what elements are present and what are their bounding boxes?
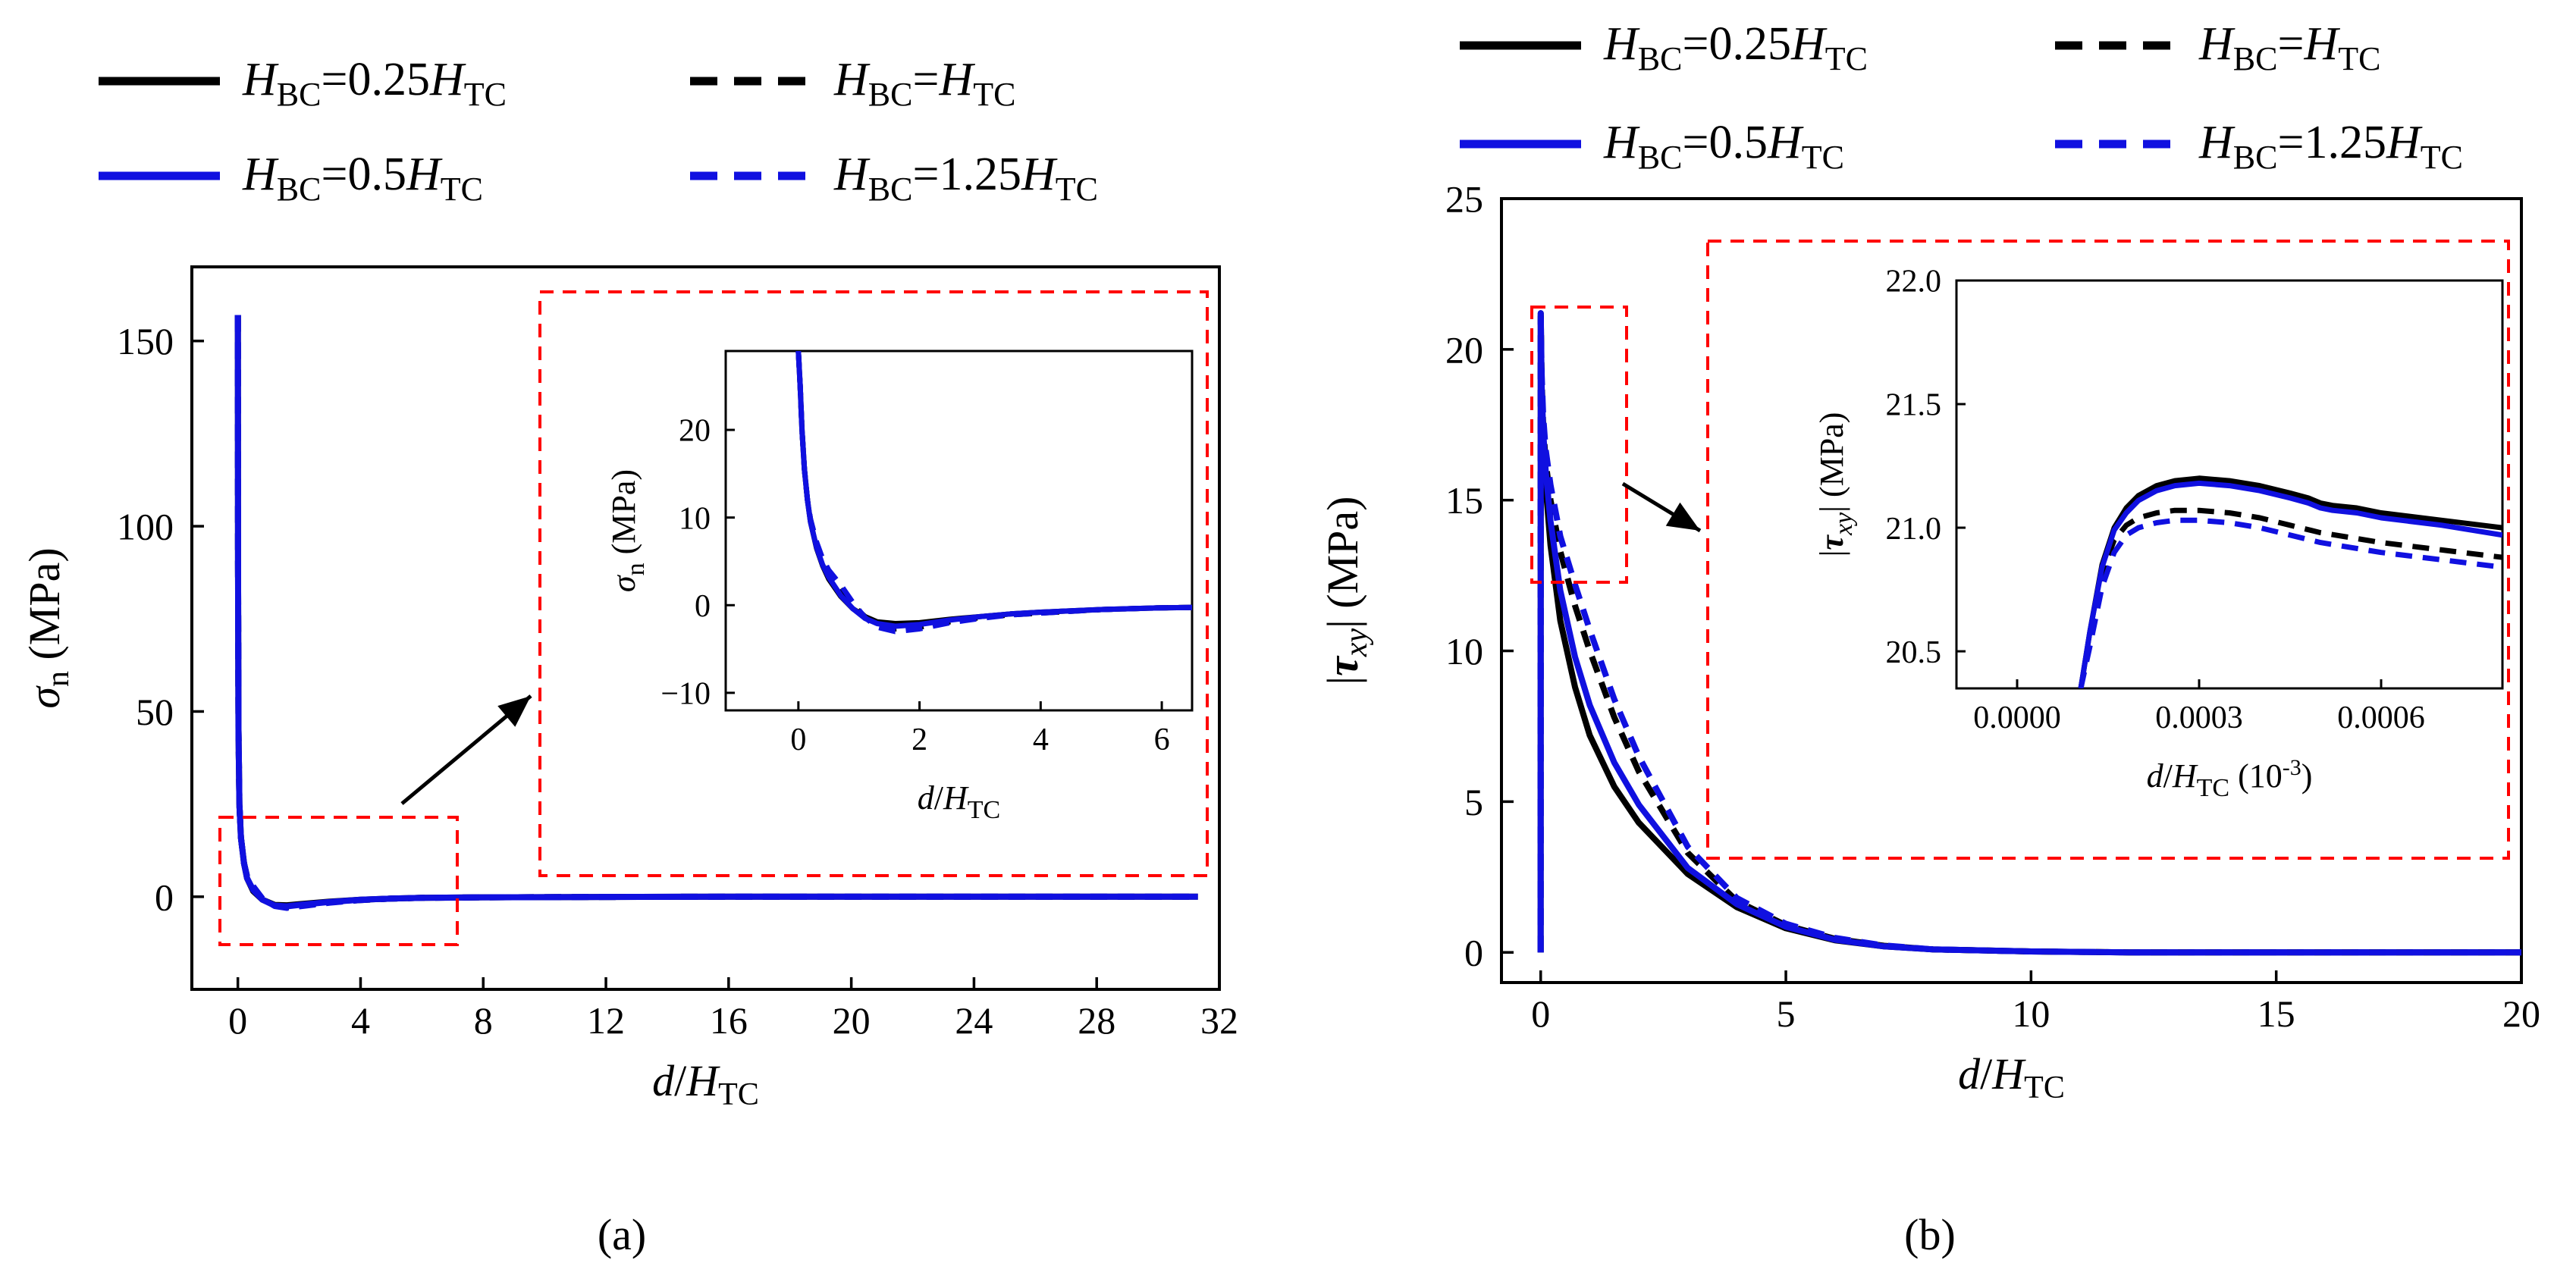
inset-frame-box — [538, 290, 1209, 877]
legend-a: HBC=0.25HTC HBC=HTC HBC=0.5HTC HBC=1.25HTC — [99, 54, 1098, 208]
y-tick-label: 150 — [117, 320, 174, 362]
y-tick-label: 10 — [1445, 630, 1483, 672]
x-tick-label: 15 — [2258, 992, 2295, 1035]
x-tick-label: 6 — [1154, 722, 1170, 757]
series-line — [795, 351, 1192, 635]
x-tick-label: 4 — [1033, 722, 1049, 757]
x-tick-label: 32 — [1200, 999, 1238, 1042]
legend-label: HBC=HTC — [833, 54, 1015, 113]
y-axis-label: |τxy| (MPa) — [1318, 497, 1374, 685]
inset-a: 0 2 4 6 −10 0 10 20 d/HTC σn (MPa) — [605, 349, 1194, 824]
plot-frame — [190, 265, 1221, 991]
y-tick-label: 25 — [1445, 178, 1483, 221]
x-tick-label: 20 — [2502, 992, 2540, 1035]
y-tick-label: 5 — [1464, 781, 1483, 823]
series-line — [2078, 480, 2502, 688]
series-line — [1537, 316, 2521, 956]
legend-item: HBC=0.25HTC — [1460, 18, 1868, 77]
y-tick-label: 0 — [1464, 932, 1483, 974]
x-tick-label: 8 — [474, 999, 493, 1042]
x-tick-label: 24 — [955, 999, 993, 1042]
legend-b: HBC=0.25HTC HBC=HTC HBC=0.5HTC HBC=1.25HTC — [1460, 18, 2463, 176]
inset-b: 0.0000 0.0003 0.0006 20.5 21.0 21.5 22.0 d/HTC … — [1813, 265, 2504, 802]
y-tick-label: 22.0 — [1886, 265, 1942, 299]
plot-frame — [1955, 279, 2504, 690]
legend-label: HBC=1.25HTC — [2198, 117, 2463, 176]
pointer-arrow-head — [497, 696, 531, 727]
y-axis-label: σn (MPa) — [605, 469, 650, 592]
caption-b: (b) — [1904, 1210, 1956, 1259]
y-tick-label: 20.5 — [1886, 635, 1942, 670]
x-tick-label: 0.0000 — [1973, 701, 2061, 735]
x-axis-label: d/HTC — [918, 779, 1000, 824]
y-tick-label: −10 — [660, 677, 711, 712]
x-tick-label: 28 — [1078, 999, 1115, 1042]
y-axis-label: σn (MPa) — [20, 547, 76, 708]
zoom-region-box — [1530, 306, 1628, 584]
plot-b: 0 5 10 15 20 0 5 10 15 20 25 d/HTC |τxy| (MPa) — [1318, 178, 2540, 1106]
legend-label: HBC=1.25HTC — [833, 149, 1098, 208]
pointer-arrow-head — [1665, 502, 1700, 531]
annotations-b — [1530, 240, 2510, 860]
x-axis-label: d/HTC — [1958, 1049, 2065, 1105]
x-tick-label: 4 — [351, 999, 370, 1042]
caption-a: (a) — [598, 1210, 646, 1259]
legend-label: HBC=0.25HTC — [1603, 18, 1868, 77]
y-tick-label: 10 — [679, 501, 711, 536]
y-axis-label: |τxy| (MPa) — [1813, 412, 1858, 557]
inset-background — [726, 351, 1192, 710]
y-tick-label: 21.5 — [1886, 388, 1942, 423]
x-tick-label: 10 — [2012, 992, 2050, 1035]
legend-label: HBC=0.25HTC — [242, 54, 507, 113]
legend-item: HBC=1.25HTC — [2055, 117, 2463, 176]
x-tick-label: 0.0006 — [2337, 701, 2425, 735]
x-tick-label: 20 — [833, 999, 871, 1042]
legend-label: HBC=HTC — [2198, 18, 2380, 77]
legend-label: HBC=0.5HTC — [242, 149, 483, 208]
legend-item: HBC=0.5HTC — [1460, 117, 1844, 176]
x-tick-label: 0 — [228, 999, 247, 1042]
legend-label: HBC=0.5HTC — [1603, 117, 1844, 176]
legend-item: HBC=0.5HTC — [99, 149, 483, 208]
x-tick-label: 0 — [790, 722, 806, 757]
y-tick-label: 20 — [1445, 328, 1483, 371]
legend-item: HBC=1.25HTC — [690, 149, 1098, 208]
y-tick-label: 15 — [1445, 479, 1483, 522]
y-tick-label: 0 — [155, 876, 174, 918]
series-line — [2078, 517, 2502, 688]
legend-item: HBC=HTC — [690, 54, 1015, 113]
x-tick-label: 0 — [1531, 992, 1550, 1035]
zoom-region-box — [218, 816, 459, 946]
x-tick-label: 12 — [587, 999, 625, 1042]
y-tick-label: 50 — [136, 691, 174, 733]
plot-frame — [1500, 197, 2523, 984]
legend-item: HBC=0.25HTC — [99, 54, 507, 113]
x-tick-label: 0.0003 — [2155, 701, 2243, 735]
y-tick-label: 21.0 — [1886, 512, 1942, 547]
y-tick-label: 100 — [117, 506, 174, 548]
x-tick-label: 16 — [710, 999, 748, 1042]
y-tick-label: 20 — [679, 414, 711, 449]
x-tick-label: 5 — [1777, 992, 1796, 1035]
series-line — [234, 315, 1198, 911]
x-axis-label: d/HTC (10-3) — [2147, 755, 2313, 802]
annotations-a — [218, 290, 1209, 946]
y-tick-label: 0 — [695, 589, 711, 624]
plot-frame — [724, 349, 1194, 712]
x-axis-label: d/HTC — [652, 1056, 759, 1112]
x-tick-label: 2 — [911, 722, 927, 757]
inset-frame-box — [1706, 240, 2510, 860]
legend-item: HBC=HTC — [2055, 18, 2380, 77]
